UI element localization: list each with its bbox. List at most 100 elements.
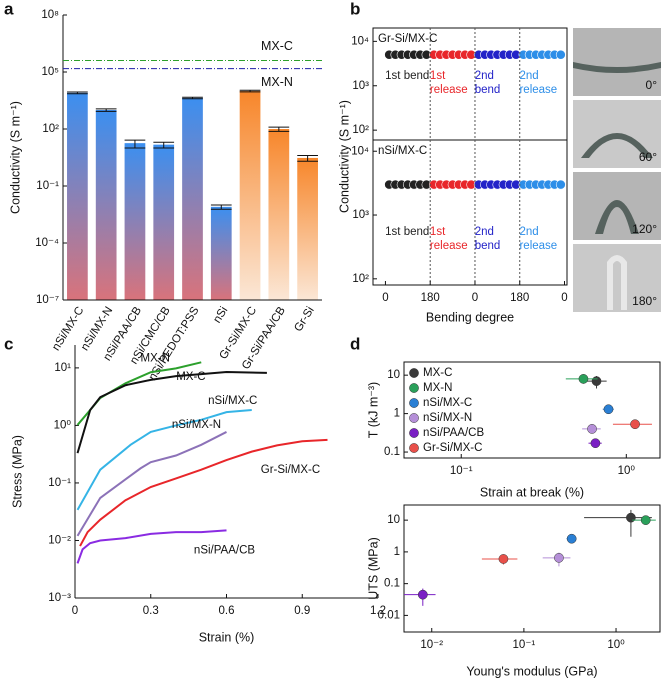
bar (95, 110, 117, 300)
y-tick-label: 0.1 (384, 446, 400, 458)
panel-title: Gr-Si/MX-C (378, 33, 437, 45)
plot-frame (403, 504, 661, 633)
segment-label: 1st release (429, 70, 468, 96)
x-tick-label: 0 (561, 292, 567, 304)
x-tick-label: 0.3 (143, 605, 159, 617)
y-tick-label: 10³ (352, 80, 369, 92)
point (578, 374, 589, 384)
legend-label: nSi/MX-N (423, 412, 472, 424)
y-tick-label: 10⁻³ (48, 592, 71, 604)
point (590, 438, 601, 449)
y-tick-label: 10⁻⁴ (35, 237, 59, 249)
y-tick-label: 10² (352, 273, 369, 285)
x-tick-label: Gr-Si (292, 305, 316, 334)
y-tick-label: 10⁴ (351, 145, 369, 157)
line (76, 370, 267, 454)
bar (67, 92, 88, 300)
x-tick-label: 180 (510, 292, 529, 304)
photo-label: 180° (632, 294, 657, 308)
point (603, 404, 614, 415)
photo-sample (607, 255, 627, 310)
panel-label: c (4, 334, 13, 353)
bar (297, 157, 318, 300)
panel-frame (372, 139, 568, 286)
x-tick-label: 10⁻¹ (513, 639, 536, 651)
x-axis-label: Strain (%) (199, 630, 255, 644)
y-tick-label: 10 (387, 514, 400, 526)
y-tick-label: 10² (352, 124, 369, 136)
series-label: Gr-Si/MX-C (261, 464, 320, 476)
line (76, 529, 227, 564)
x-tick-label: 0 (382, 292, 388, 304)
photo (573, 28, 661, 96)
x-tick-label: 0.9 (294, 605, 310, 617)
y-tick-label: 10⁰ (54, 419, 72, 431)
segment-label: 2nd bend (474, 70, 501, 96)
segment-label: 1st release (429, 226, 468, 252)
point (626, 512, 636, 523)
y-axis-label: Conductivity (S m⁻¹) (337, 100, 351, 213)
legend-label: MX-C (423, 367, 452, 379)
panel-label: b (350, 0, 360, 18)
y-axis-label: Conductivity (S m⁻¹) (8, 101, 22, 214)
bar (268, 129, 290, 300)
point (591, 376, 602, 386)
y-tick-label: 10⁴ (351, 35, 369, 47)
plot-frame (403, 361, 661, 459)
x-tick-label: 10⁰ (618, 465, 636, 477)
y-tick-label: 0.01 (378, 609, 400, 621)
photo-sample (573, 62, 661, 73)
point (498, 554, 509, 564)
y-axis-label: Stress (MPa) (10, 435, 24, 508)
point (554, 552, 564, 563)
legend-marker (409, 383, 419, 393)
series-label: nSi/MX-C (208, 395, 257, 407)
point (555, 49, 566, 60)
line (76, 431, 227, 537)
photo-label: 0° (646, 78, 658, 92)
x-tick-label: 0 (472, 292, 478, 304)
y-tick-label: 10¹ (54, 362, 71, 374)
point (555, 179, 566, 190)
x-axis-label: Bending degree (426, 310, 514, 324)
point (566, 533, 577, 544)
bar (124, 143, 146, 300)
legend-marker (409, 413, 419, 423)
segment-label: 2nd release (519, 70, 558, 96)
series-label: MX-N (141, 352, 170, 364)
bar (153, 144, 175, 300)
x-tick-label: 1.2 (370, 605, 386, 617)
photo-sample (581, 133, 653, 158)
segment-label: 2nd bend (474, 226, 501, 252)
photo-label: 120° (632, 222, 657, 236)
line (79, 438, 328, 547)
bar (210, 206, 232, 300)
series-label: nSi/PAA/CB (194, 544, 255, 556)
legend-label: Gr-Si/MX-C (423, 442, 482, 454)
y-tick-label: 10⁵ (41, 66, 59, 78)
legend-label: nSi/MX-C (423, 397, 472, 409)
x-tick-label: 180 (421, 292, 440, 304)
y-tick-label: 10 (387, 369, 400, 381)
legend-label: MX-N (423, 382, 452, 394)
bar (239, 91, 261, 300)
legend-marker (409, 398, 419, 408)
y-tick-label: 10² (42, 123, 59, 135)
y-axis-label: UTS (MPa) (366, 537, 380, 600)
photo-sample (595, 200, 639, 234)
reference-label: MX-N (261, 75, 293, 89)
panel-title: nSi/MX-C (378, 145, 427, 157)
x-tick-label: 10⁻¹ (450, 465, 473, 477)
y-tick-label: 1 (394, 408, 400, 420)
y-tick-label: 10⁸ (41, 9, 59, 21)
y-tick-label: 10³ (352, 209, 369, 221)
legend-label: nSi/PAA/CB (423, 427, 484, 439)
point (640, 515, 651, 525)
y-tick-label: 10⁻¹ (36, 180, 59, 192)
legend-marker (409, 368, 419, 378)
panel-label: a (4, 0, 14, 18)
x-tick-label: nSi (211, 305, 230, 325)
segment-label: 1st bend (385, 226, 430, 238)
